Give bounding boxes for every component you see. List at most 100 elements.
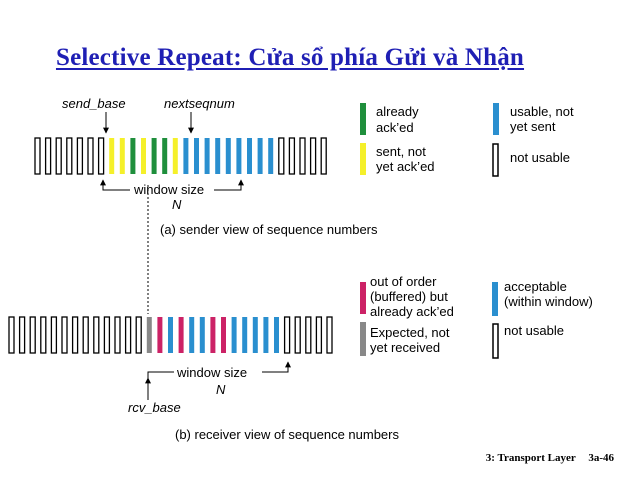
footer-page: 3a-46	[588, 452, 614, 464]
receiver-box-expected	[146, 317, 152, 353]
sender-box-sent-unacked	[119, 138, 125, 174]
legend-acceptable-line1: acceptable	[504, 279, 567, 294]
receiver-box-not-usable	[135, 316, 142, 354]
sender-box-not-usable	[97, 137, 105, 175]
legend-receiver-outline-swatch	[492, 323, 499, 359]
sender-box-usable	[257, 138, 263, 174]
receiver-box-not-usable	[124, 316, 132, 354]
receiver-box-not-usable	[283, 316, 291, 354]
sender-box-not-usable	[66, 137, 73, 175]
slide-footer: 3: Transport Layer 3a-46	[476, 452, 614, 464]
sender-box-acked	[130, 138, 136, 174]
receiver-box-out-of-order	[157, 317, 163, 353]
send-base-label: send_base	[62, 96, 126, 111]
sender-box-sent-unacked	[109, 138, 115, 174]
receiver-window-bracket-right	[262, 364, 289, 373]
receiver-box-not-usable	[50, 316, 58, 354]
receiver-box-not-usable	[40, 316, 47, 354]
receiver-box-not-usable	[18, 316, 26, 354]
receiver-box-not-usable	[315, 316, 323, 354]
legend-magenta-text: out of order (buffered) but already ack’…	[370, 274, 454, 319]
legend-blue-swatch	[493, 103, 499, 135]
legend-gray-swatch	[360, 322, 366, 356]
legend-yellow-text: sent, not yet ack’ed	[376, 144, 435, 174]
sender-box-usable	[225, 138, 231, 174]
legend-yellow-line1: sent, not	[376, 144, 426, 159]
legend-green-line2: ack’ed	[376, 120, 414, 135]
sender-window-bracket-right	[214, 183, 242, 191]
legend-outline-text: not usable	[510, 150, 570, 165]
sender-n-label: N	[172, 197, 182, 212]
legend-gray-line2: yet received	[370, 340, 440, 355]
sender-box-not-usable	[309, 137, 317, 175]
legend-green-line1: already	[376, 104, 419, 119]
receiver-box-not-usable	[82, 316, 89, 354]
receiver-box-usable	[252, 317, 258, 353]
legend-yellow-line2: yet ack’ed	[376, 159, 435, 174]
sender-box-not-usable	[55, 137, 62, 175]
legend-acceptable-swatch	[492, 282, 498, 316]
sender-box-usable	[268, 138, 274, 174]
sender-box-usable	[194, 138, 199, 174]
receiver-box-usable	[231, 317, 237, 353]
sender-window-bracket-left	[102, 183, 130, 191]
legend-acceptable-line2: (within window)	[504, 294, 593, 309]
sender-box-not-usable	[87, 137, 94, 175]
legend-gray-line1: Expected, not	[370, 325, 450, 340]
sender-box-usable	[247, 138, 252, 174]
legend-green-text: already ack’ed	[376, 104, 422, 135]
sender-box-usable	[204, 138, 210, 174]
receiver-box-usable	[242, 317, 248, 353]
receiver-window-bracket-left	[147, 371, 174, 378]
sender-box-sent-unacked	[172, 138, 178, 174]
legend-acceptable-text: acceptable (within window)	[504, 279, 593, 309]
receiver-box-usable	[274, 317, 279, 353]
receiver-box-not-usable	[8, 316, 15, 354]
receiver-sequence-row	[8, 316, 333, 354]
legend-receiver-outline-text: not usable	[504, 323, 564, 338]
legend-outline-swatch	[492, 143, 499, 177]
receiver-box-usable	[263, 317, 269, 353]
legend-blue-line1: usable, not	[510, 104, 574, 119]
sender-box-not-usable	[76, 137, 84, 175]
legend-green-swatch	[360, 103, 366, 135]
sender-box-not-usable	[320, 137, 327, 175]
sender-window-size-label: window size	[133, 182, 204, 197]
sender-box-not-usable	[288, 137, 296, 175]
sender-box-usable	[236, 138, 242, 174]
sender-caption: (a) sender view of sequence numbers	[160, 222, 378, 237]
receiver-box-not-usable	[29, 316, 36, 354]
receiver-box-not-usable	[294, 316, 301, 354]
sender-sequence-row	[34, 137, 327, 175]
receiver-caption: (b) receiver view of sequence numbers	[175, 427, 399, 442]
legend-magenta-line1: out of order	[370, 274, 437, 289]
sender-box-not-usable	[34, 137, 41, 175]
sender-box-usable	[183, 138, 189, 174]
receiver-box-not-usable	[93, 316, 100, 354]
receiver-box-not-usable	[326, 316, 333, 354]
legend-blue-line2: yet sent	[510, 119, 556, 134]
sender-box-not-usable	[299, 137, 306, 175]
receiver-box-out-of-order	[210, 317, 216, 353]
sender-box-acked	[151, 138, 157, 174]
receiver-n-label: N	[216, 382, 226, 397]
receiver-box-usable	[168, 317, 173, 353]
receiver-box-usable	[199, 317, 205, 353]
slide-title: Selective Repeat: Cửa sổ phía Gửi và Nhậ…	[55, 44, 525, 71]
rcv-base-label: rcv_base	[128, 400, 181, 415]
legend-blue-text: usable, not yet sent	[510, 104, 577, 134]
receiver-box-out-of-order	[221, 317, 226, 353]
receiver-box-usable	[189, 317, 195, 353]
legend-magenta-line2: (buffered) but	[370, 289, 448, 304]
footer-chapter: 3: Transport Layer	[485, 452, 576, 464]
sender-box-sent-unacked	[141, 138, 146, 174]
legend-yellow-swatch	[360, 143, 366, 175]
legend-gray-text: Expected, not yet received	[370, 325, 453, 355]
legend-magenta-line3: already ack’ed	[370, 304, 454, 319]
sender-box-usable	[215, 138, 221, 174]
receiver-box-not-usable	[114, 316, 121, 354]
sender-box-not-usable	[44, 137, 52, 175]
receiver-window-size-label: window size	[176, 365, 247, 380]
receiver-box-out-of-order	[178, 317, 184, 353]
